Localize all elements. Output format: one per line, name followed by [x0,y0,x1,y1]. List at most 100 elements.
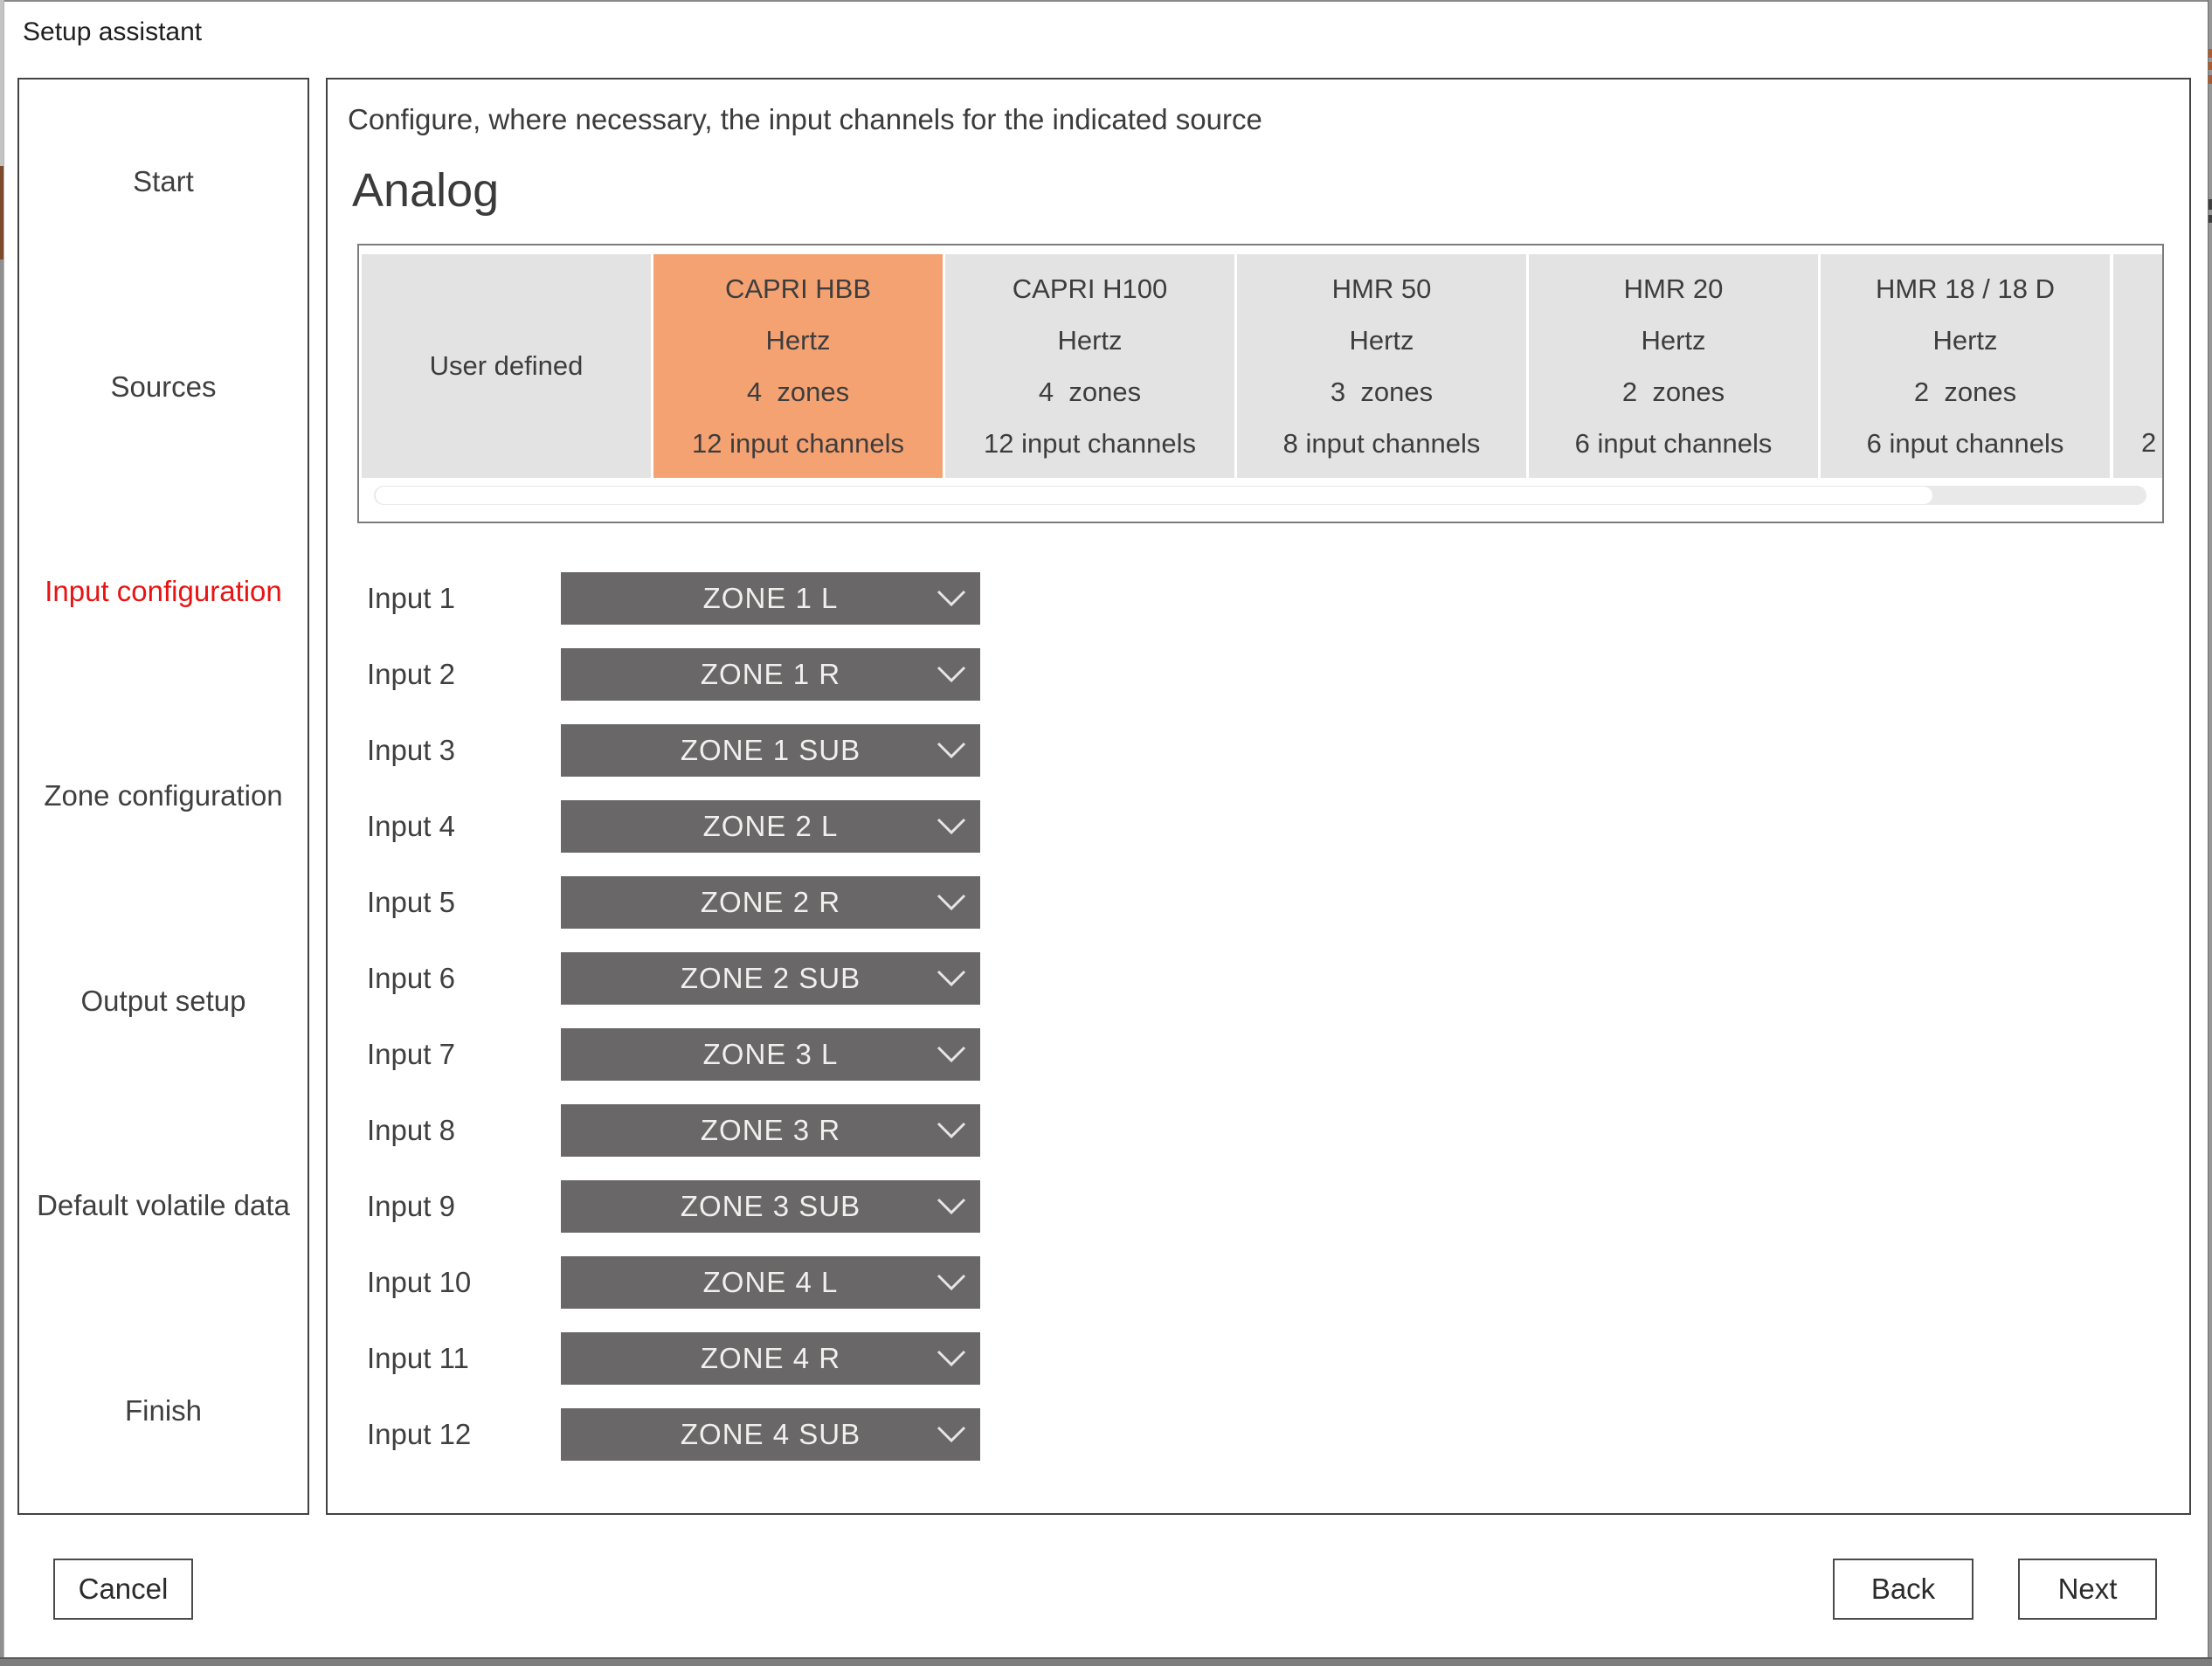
input-row-6: Input 6 ZONE 2 SUB [367,952,980,1005]
preset-name: HMR 50 [1331,273,1432,304]
input-9-value: ZONE 3 SUB [680,1190,861,1222]
sidebar-item-start[interactable]: Start [133,165,194,198]
preset-card-hmr-18-18d[interactable]: HMR 18 / 18 D Hertz 2 zones 6 input chan… [1821,254,2110,478]
preset-card-capri-hbb[interactable]: CAPRI HBB Hertz 4 zones 12 input channel… [653,254,943,478]
sidebar-item-output-setup[interactable]: Output setup [80,984,246,1017]
chevron-down-icon [937,1198,966,1215]
preset-zones: 2 zones [1913,376,2017,407]
preset-card-user-defined[interactable]: User defined [362,254,651,478]
preset-carousel: User defined CAPRI HBB Hertz 4 zones 12 … [357,244,2164,523]
chevron-down-icon [937,1350,966,1367]
input-1-select[interactable]: ZONE 1 L [561,572,980,625]
sidebar-item-finish[interactable]: Finish [124,1393,203,1427]
preset-zones: 4 zones [1038,376,1142,407]
input-row-3: Input 3 ZONE 1 SUB [367,724,980,777]
input-2-select[interactable]: ZONE 1 R [561,648,980,701]
chevron-down-icon [937,1426,966,1443]
input-12-value: ZONE 4 SUB [680,1418,861,1450]
preset-brand: Hertz [1057,324,1123,356]
carousel-scrollbar[interactable] [374,486,2146,505]
carousel-scrollbar-thumb[interactable] [376,487,1932,504]
input-6-select[interactable]: ZONE 2 SUB [561,952,980,1005]
next-button[interactable]: Next [2018,1559,2157,1620]
preset-card-hmr-50[interactable]: HMR 50 Hertz 3 zones 8 input channels [1237,254,1526,478]
input-row-11: Input 11 ZONE 4 R [367,1332,980,1385]
input-6-value: ZONE 2 SUB [680,962,861,994]
input-label: Input 4 [367,810,455,842]
preset-brand: Hertz [765,324,831,356]
input-label: Input 10 [367,1266,472,1298]
chevron-down-icon [937,818,966,835]
input-5-select[interactable]: ZONE 2 R [561,876,980,929]
preset-zones: 2 zones [1621,376,1725,407]
input-row-4: Input 4 ZONE 2 L [367,800,980,853]
input-10-select[interactable]: ZONE 4 L [561,1256,980,1309]
preset-cards-viewport: User defined CAPRI HBB Hertz 4 zones 12 … [359,245,2162,490]
chevron-down-icon [937,970,966,987]
input-label: Input 2 [367,658,455,690]
input-label: Input 6 [367,962,455,994]
preset-brand: Hertz [1641,324,1706,356]
chevron-down-icon [937,1046,966,1063]
preset-card-hmr-20[interactable]: HMR 20 Hertz 2 zones 6 input channels [1529,254,1818,478]
background-app-sliver-left [0,0,3,1666]
window-top-border [0,0,2212,2]
cancel-button[interactable]: Cancel [53,1559,193,1620]
input-label: Input 1 [367,582,455,614]
window-left-border [3,0,4,1666]
input-9-select[interactable]: ZONE 3 SUB [561,1180,980,1233]
sidebar-item-input-configuration[interactable]: Input configuration [45,575,282,608]
input-11-value: ZONE 4 R [700,1342,841,1374]
input-11-select[interactable]: ZONE 4 R [561,1332,980,1385]
preset-card-partial[interactable]: 2 [2113,254,2162,478]
input-12-select[interactable]: ZONE 4 SUB [561,1408,980,1461]
chevron-down-icon [937,1122,966,1139]
chevron-down-icon [937,666,966,683]
input-7-value: ZONE 3 L [702,1038,839,1070]
input-label: Input 11 [367,1342,469,1374]
panel-instruction: Configure, where necessary, the input ch… [348,103,1262,135]
preset-name: CAPRI H100 [1012,273,1168,304]
input-3-select[interactable]: ZONE 1 SUB [561,724,980,777]
chevron-down-icon [937,742,966,759]
input-8-value: ZONE 3 R [700,1114,841,1146]
input-row-1: Input 1 ZONE 1 L [367,572,980,625]
input-4-value: ZONE 2 L [702,810,839,842]
input-label: Input 9 [367,1190,455,1222]
preset-channels: 12 input channels [983,427,1197,459]
input-row-7: Input 7 ZONE 3 L [367,1028,980,1081]
sidebar-item-default-volatile-data[interactable]: Default volatile data [37,1189,290,1222]
preset-channels: 8 input channels [1282,427,1481,459]
sidebar-item-sources[interactable]: Sources [110,370,217,403]
sidebar-item-zone-configuration[interactable]: Zone configuration [44,779,283,812]
input-7-select[interactable]: ZONE 3 L [561,1028,980,1081]
input-row-9: Input 9 ZONE 3 SUB [367,1180,980,1233]
preset-zones: 4 zones [746,376,850,407]
section-title: Analog [352,164,500,217]
input-configuration-panel: Configure, where necessary, the input ch… [326,78,2191,1515]
input-label: Input 12 [367,1418,472,1450]
chevron-down-icon [937,590,966,607]
input-label: Input 5 [367,886,455,918]
preset-partial-text: 2 [2141,427,2157,458]
chevron-down-icon [937,894,966,911]
input-label: Input 8 [367,1114,455,1146]
preset-channels: 6 input channels [1866,427,2064,459]
input-label: Input 3 [367,734,455,766]
input-4-select[interactable]: ZONE 2 L [561,800,980,853]
input-8-select[interactable]: ZONE 3 R [561,1104,980,1157]
input-row-10: Input 10 ZONE 4 L [367,1256,980,1309]
wizard-steps-sidebar: Start Sources Input configuration Zone c… [17,78,309,1515]
preset-channels: 6 input channels [1574,427,1773,459]
preset-zones: 3 zones [1330,376,1434,407]
preset-name: User defined [429,350,584,381]
input-row-2: Input 2 ZONE 1 R [367,648,980,701]
background-app-sliver-right [2208,0,2212,1666]
input-label: Input 7 [367,1038,455,1070]
preset-card-capri-h100[interactable]: CAPRI H100 Hertz 4 zones 12 input channe… [945,254,1234,478]
input-row-5: Input 5 ZONE 2 R [367,876,980,929]
input-row-8: Input 8 ZONE 3 R [367,1104,980,1157]
back-button[interactable]: Back [1833,1559,1974,1620]
preset-brand: Hertz [1349,324,1414,356]
